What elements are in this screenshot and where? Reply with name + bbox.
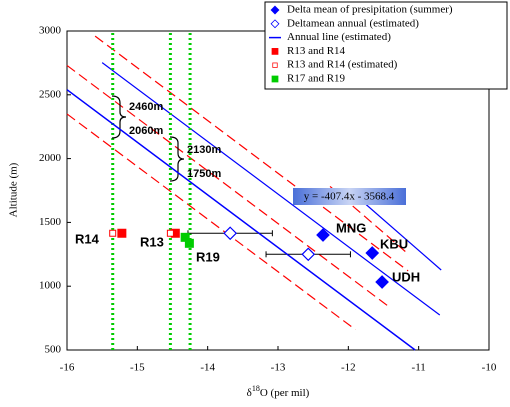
- equation-box: [293, 188, 406, 205]
- x-tick-label: -12: [341, 362, 356, 374]
- legend-symbol: [271, 48, 279, 55]
- x-tick-label: -14: [200, 362, 215, 374]
- x-tick-label: -11: [412, 362, 426, 374]
- marker: [316, 228, 330, 242]
- point-label: R19: [196, 249, 220, 264]
- point-label: KBU: [380, 236, 408, 251]
- marker: [109, 229, 117, 237]
- x-tick-label: -13: [271, 362, 286, 374]
- y-tick-label: 3000: [39, 25, 62, 37]
- x-axis-label: δ18O (per mil): [247, 384, 310, 399]
- legend-label: Annual line (estimated): [287, 31, 391, 43]
- x-tick-label: -10: [482, 362, 497, 374]
- trend-line: [66, 113, 356, 331]
- point-label: R13: [140, 234, 164, 249]
- marker: [365, 246, 380, 260]
- marker: [117, 228, 127, 238]
- y-axis-label: Altitude (m): [8, 162, 20, 217]
- legend-label: Deltamean annual (estimated): [287, 17, 419, 29]
- point-label: MNG: [336, 220, 366, 235]
- legend-label: R13 and R14: [287, 45, 346, 57]
- legend-label: R13 and R14 (estimated): [287, 59, 398, 71]
- equation: y = -407.4x - 3568.4: [304, 191, 395, 203]
- x-tick-label: -15: [130, 362, 145, 374]
- y-tick-label: 2000: [39, 152, 62, 164]
- legend-symbol: [272, 62, 278, 68]
- marker: [184, 238, 194, 248]
- y-tick-label: 1000: [39, 280, 62, 292]
- annual-line: [66, 89, 416, 351]
- point-label: R14: [75, 231, 100, 246]
- marker: [166, 229, 174, 237]
- annotation: 2130m: [187, 144, 221, 156]
- y-tick-label: 2500: [39, 88, 62, 100]
- trend-line: [66, 64, 391, 309]
- marker: [223, 226, 238, 241]
- annotation: 2060m: [129, 125, 163, 137]
- y-tick-label: 1500: [39, 216, 62, 228]
- trend-line: [101, 62, 441, 316]
- marker: [375, 275, 389, 289]
- legend-label: R17 and R19: [287, 73, 346, 85]
- legend-label: Delta mean of presipitation (summer): [287, 4, 453, 16]
- x-tick-label: -16: [60, 362, 75, 374]
- trend-line: [94, 35, 409, 272]
- bracket: [169, 136, 185, 182]
- annotation: 1750m: [187, 168, 221, 180]
- legend-symbol: [271, 75, 279, 83]
- legend: [264, 1, 508, 90]
- y-tick-label: 500: [45, 344, 62, 356]
- legend-symbol: [270, 5, 280, 15]
- marker: [301, 247, 316, 262]
- point-label: UDH: [392, 269, 420, 284]
- bracket: [111, 95, 127, 139]
- trend-line: [357, 196, 442, 271]
- legend-symbol: [270, 19, 280, 29]
- annotation: 2460m: [129, 101, 163, 113]
